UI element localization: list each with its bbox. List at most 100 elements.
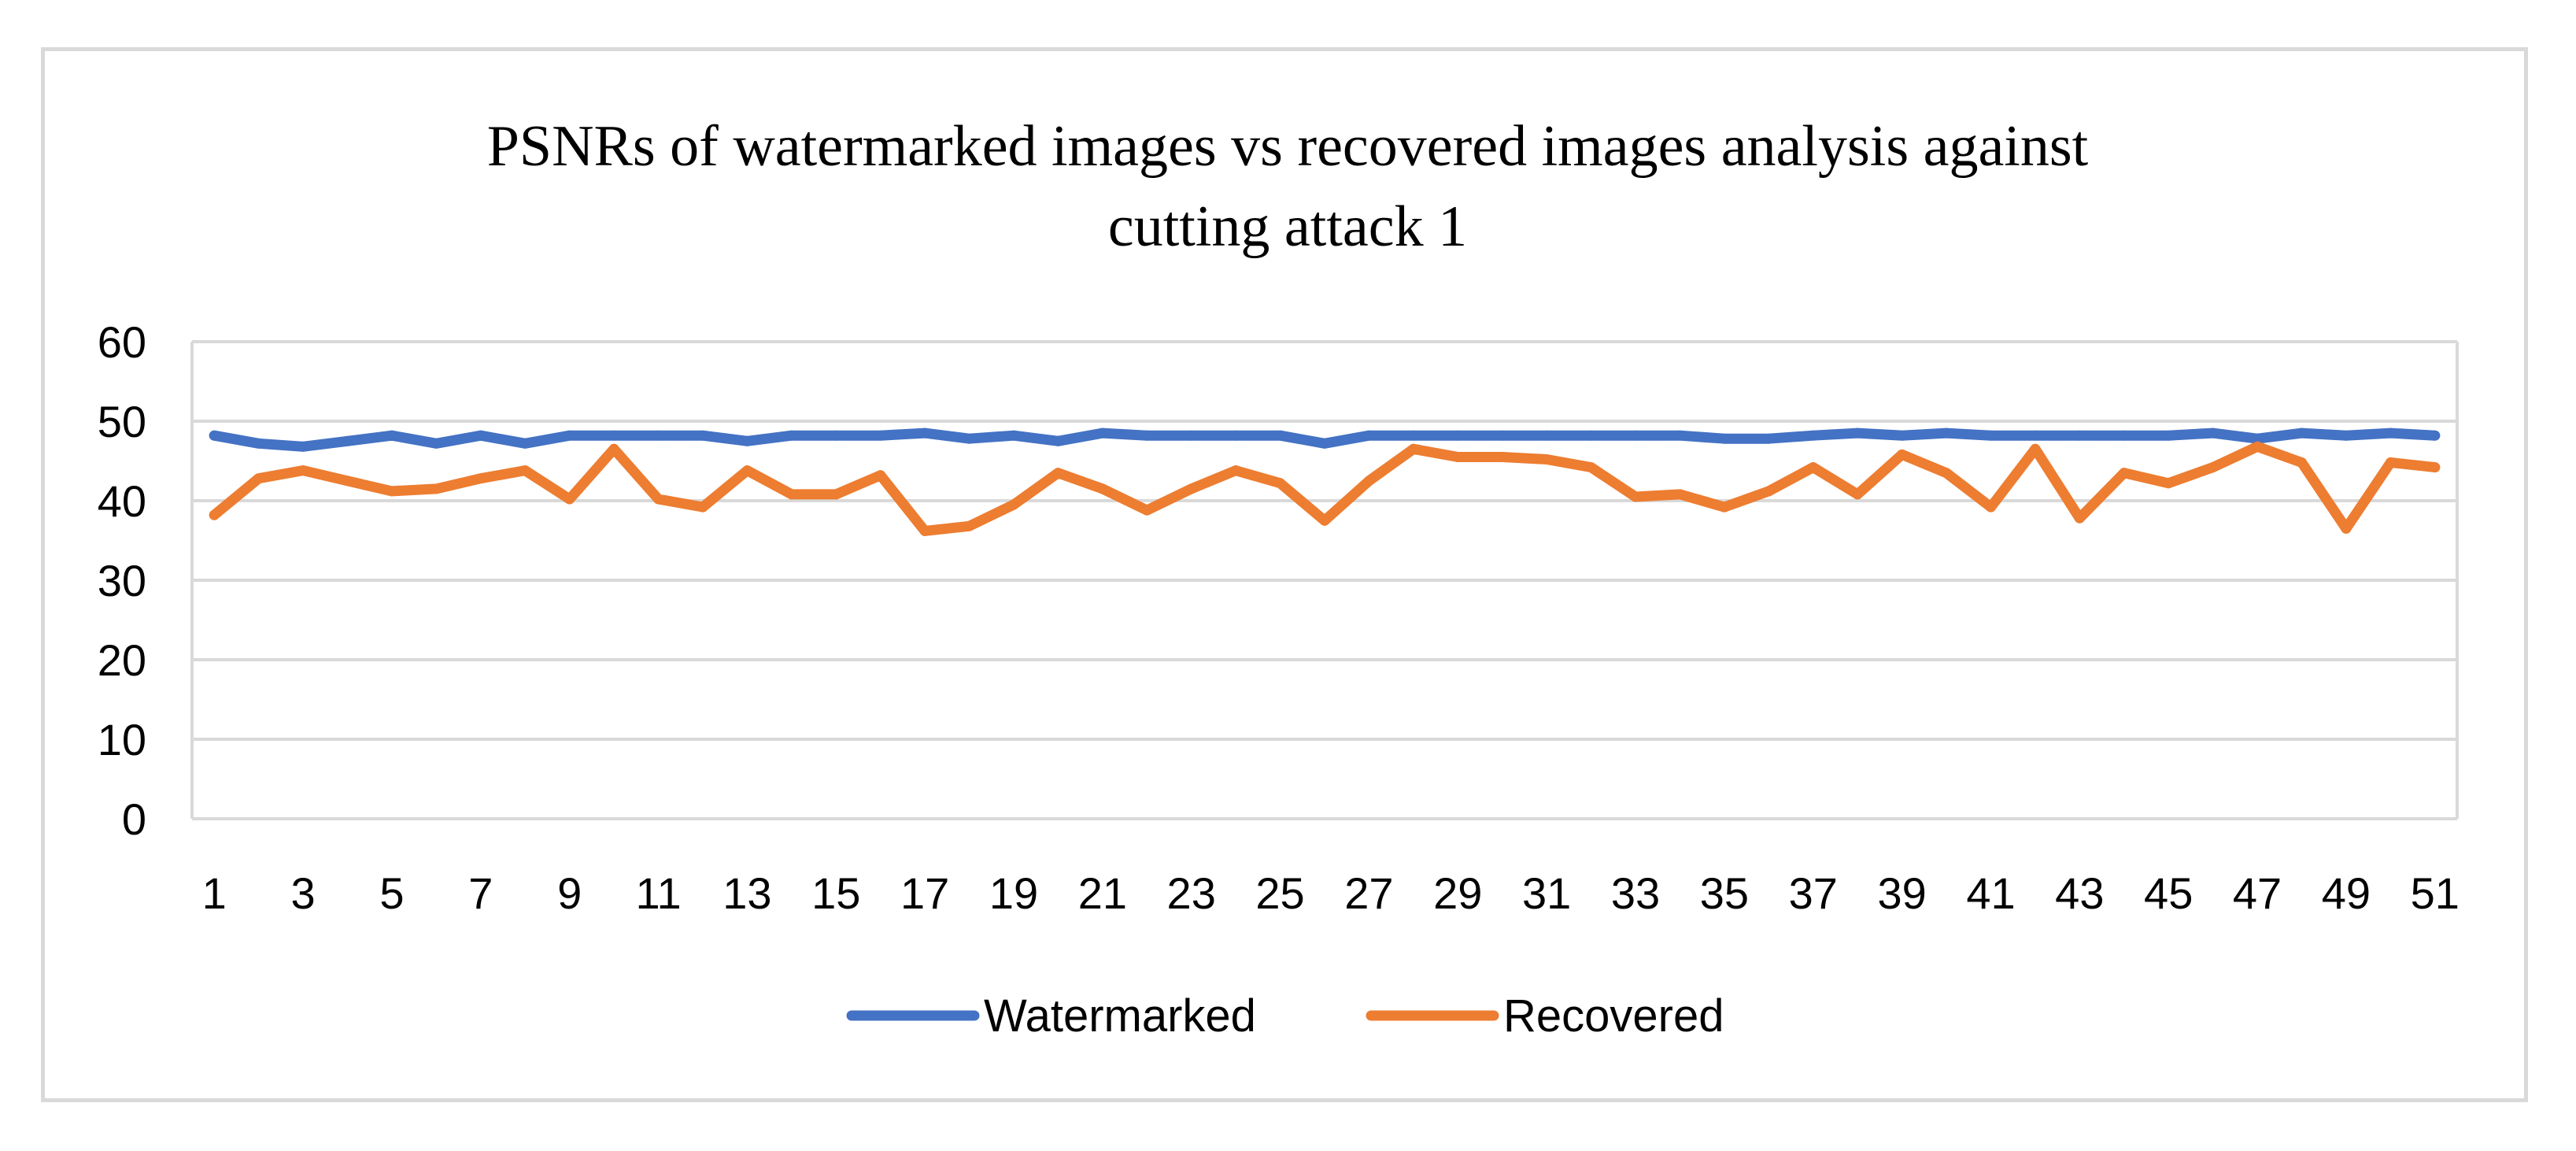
data-point-recovered (431, 483, 442, 494)
x-tick-label: 15 (811, 868, 860, 918)
data-point-watermarked (2208, 427, 2219, 439)
data-point-recovered (1497, 452, 1508, 462)
data-point-recovered (1897, 449, 1908, 460)
data-point-watermarked (1986, 430, 1996, 441)
data-point-recovered (919, 525, 930, 536)
data-point-recovered (1808, 462, 1819, 473)
x-tick-label: 5 (379, 868, 404, 918)
data-point-watermarked (1230, 430, 1241, 441)
x-tick-label: 17 (900, 868, 949, 918)
data-point-recovered (1319, 515, 1330, 526)
data-point-watermarked (2119, 430, 2130, 441)
data-point-recovered (2430, 462, 2441, 473)
data-point-recovered (1541, 454, 1552, 464)
data-point-recovered (1008, 499, 1019, 510)
data-point-watermarked (2030, 430, 2041, 441)
x-tick-label: 47 (2233, 868, 2282, 918)
x-tick-label: 43 (2055, 868, 2104, 918)
data-point-recovered (386, 486, 397, 497)
x-tick-label: 37 (1789, 868, 1838, 918)
x-tick-label: 9 (557, 868, 582, 918)
data-point-recovered (653, 494, 663, 505)
x-tick-label: 3 (291, 868, 316, 918)
data-point-watermarked (2163, 430, 2174, 441)
data-point-recovered (1452, 452, 1463, 462)
data-point-recovered (1986, 501, 1996, 513)
x-tick-label: 23 (1167, 868, 1216, 918)
data-point-recovered (1675, 489, 1685, 500)
data-point-watermarked (2341, 430, 2352, 441)
data-point-watermarked (2297, 427, 2307, 439)
data-point-watermarked (1319, 438, 1330, 449)
data-point-watermarked (2252, 433, 2263, 444)
data-point-recovered (1408, 443, 1419, 454)
data-point-watermarked (475, 430, 486, 441)
y-tick-label: 20 (98, 635, 146, 685)
data-point-watermarked (209, 430, 220, 441)
y-tick-label: 50 (98, 397, 146, 446)
data-point-recovered (1941, 468, 1952, 479)
data-point-recovered (1141, 505, 1152, 516)
legend-label: Recovered (1503, 990, 1724, 1042)
data-point-recovered (1097, 483, 1108, 494)
legend-item-watermarked: Watermarked (846, 990, 1256, 1042)
data-point-recovered (2163, 478, 2174, 489)
x-tick-label: 31 (1522, 868, 1571, 918)
data-point-watermarked (431, 438, 442, 449)
data-point-recovered (2074, 513, 2085, 524)
data-point-watermarked (298, 441, 309, 452)
chart-frame (41, 47, 2528, 1102)
data-point-recovered (1275, 478, 1286, 489)
data-point-watermarked (253, 438, 264, 449)
data-point-watermarked (1719, 433, 1730, 444)
data-point-recovered (1630, 491, 1641, 502)
data-point-watermarked (564, 430, 575, 441)
data-point-watermarked (2430, 430, 2441, 441)
data-point-recovered (298, 465, 309, 476)
data-point-recovered (608, 443, 619, 454)
data-point-watermarked (1097, 427, 1108, 439)
data-point-recovered (253, 473, 264, 484)
x-tick-label: 19 (989, 868, 1038, 918)
data-point-watermarked (342, 435, 353, 446)
x-tick-label: 35 (1700, 868, 1749, 918)
y-tick-label: 10 (98, 715, 146, 764)
data-point-recovered (1363, 476, 1374, 487)
data-point-recovered (1186, 483, 1197, 494)
data-point-watermarked (786, 430, 797, 441)
chart-title-line-1: PSNRs of watermarked images vs recovered… (487, 114, 2089, 179)
data-point-recovered (2119, 468, 2130, 479)
x-tick-label: 7 (468, 868, 493, 918)
x-tick-label: 29 (1433, 868, 1482, 918)
data-point-watermarked (1186, 430, 1197, 441)
data-point-recovered (697, 501, 708, 513)
data-point-recovered (519, 465, 530, 476)
legend-item-recovered: Recovered (1366, 990, 1724, 1042)
data-point-recovered (786, 489, 797, 500)
x-tick-label: 27 (1344, 868, 1393, 918)
data-point-watermarked (1675, 430, 1685, 441)
data-point-watermarked (2385, 427, 2396, 439)
legend: Watermarked Recovered (846, 990, 1724, 1042)
x-tick-label: 21 (1078, 868, 1127, 918)
x-tick-label: 25 (1255, 868, 1304, 918)
data-point-recovered (741, 465, 752, 476)
data-point-recovered (475, 473, 486, 484)
data-point-watermarked (1452, 430, 1463, 441)
data-point-watermarked (697, 430, 708, 441)
data-point-recovered (2297, 457, 2307, 468)
data-point-recovered (2030, 443, 2041, 454)
data-point-recovered (964, 520, 974, 531)
data-point-recovered (2208, 462, 2219, 473)
data-point-recovered (1852, 489, 1863, 500)
data-point-watermarked (519, 438, 530, 449)
y-tick-label: 0 (122, 794, 146, 844)
data-point-watermarked (1852, 427, 1863, 439)
data-point-recovered (342, 476, 353, 487)
x-tick-label: 39 (1877, 868, 1926, 918)
data-point-watermarked (1897, 430, 1908, 441)
data-point-watermarked (1497, 430, 1508, 441)
data-point-recovered (1763, 486, 1774, 497)
data-point-watermarked (1363, 430, 1374, 441)
